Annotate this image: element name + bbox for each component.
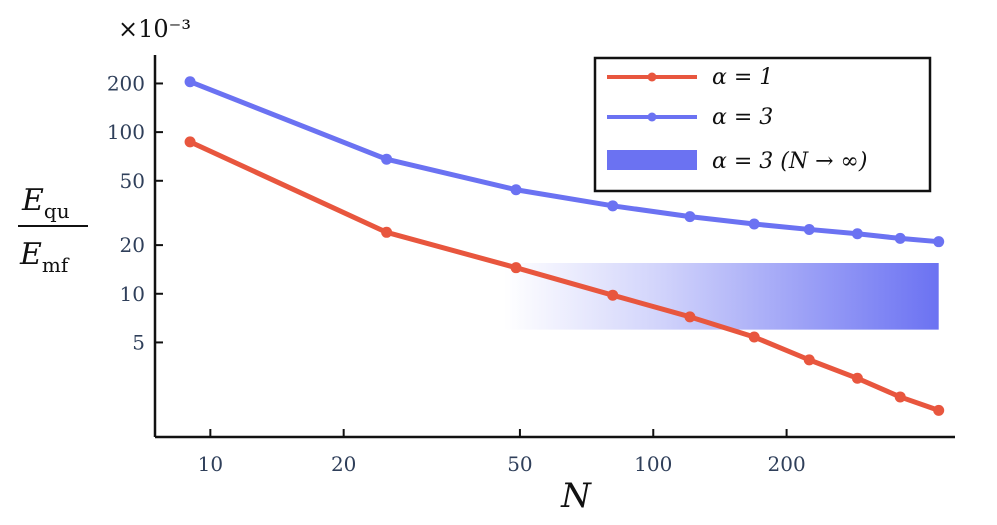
data-point-series-1	[933, 404, 945, 416]
data-point-series-1	[184, 136, 196, 148]
data-point-series-2	[510, 184, 522, 196]
y-tick-label: 200	[107, 71, 145, 95]
data-point-series-1	[684, 311, 696, 323]
y-tick-label: 50	[120, 169, 145, 193]
x-tick-label: 10	[198, 452, 223, 476]
legend-label-band: α = 3 (N → ∞)	[712, 149, 867, 174]
svg-text:Emf: Emf	[19, 237, 70, 277]
data-point-series-1	[607, 289, 619, 301]
y-title-numerator-sub: qu	[44, 199, 70, 223]
y-tick-label: 10	[120, 282, 145, 306]
data-point-series-1	[748, 331, 760, 343]
legend-label-alpha-1: α = 1	[712, 65, 773, 90]
data-point-series-1	[803, 354, 815, 366]
data-point-series-1	[851, 372, 863, 384]
y-tick-label: 100	[107, 120, 145, 144]
legend-label-alpha-3: α = 3	[712, 105, 773, 130]
y-title-numerator: E	[21, 183, 44, 218]
x-tick-label: 100	[634, 452, 672, 476]
data-point-series-1	[894, 391, 906, 403]
series-line-2	[187, 79, 942, 245]
data-point-series-1	[381, 226, 393, 238]
data-point-series-1	[510, 262, 522, 274]
data-point-series-2	[748, 218, 760, 230]
svg-text:Equ: Equ	[21, 183, 70, 223]
data-point-series-2	[803, 223, 815, 235]
legend-marker-alpha-1	[647, 72, 657, 82]
y-tick-label: 20	[120, 233, 145, 257]
data-point-series-2	[381, 153, 393, 165]
y-tick-label: 5	[132, 330, 145, 354]
legend: α = 1 α = 3 α = 3 (N → ∞)	[593, 56, 932, 193]
data-point-series-2	[607, 200, 619, 212]
legend-marker-alpha-3	[647, 112, 657, 122]
y-multiplier-label: ×10⁻³	[118, 15, 191, 43]
data-point-series-2	[184, 76, 196, 88]
data-point-series-2	[684, 211, 696, 223]
data-point-series-2	[894, 232, 906, 244]
x-tick-label: 200	[768, 452, 806, 476]
data-point-series-2	[933, 236, 945, 248]
x-tick-label: 20	[331, 452, 356, 476]
x-axis-title: N	[560, 476, 592, 516]
data-point-series-2	[851, 228, 863, 240]
legend-swatch-band	[607, 150, 697, 170]
y-title-denominator-sub: mf	[42, 253, 70, 277]
series-line-1	[187, 139, 942, 413]
x-tick-label: 50	[507, 452, 532, 476]
y-axis-title: Equ Emf	[18, 183, 88, 277]
asymptote-band	[503, 263, 939, 330]
y-title-denominator: E	[19, 237, 42, 272]
